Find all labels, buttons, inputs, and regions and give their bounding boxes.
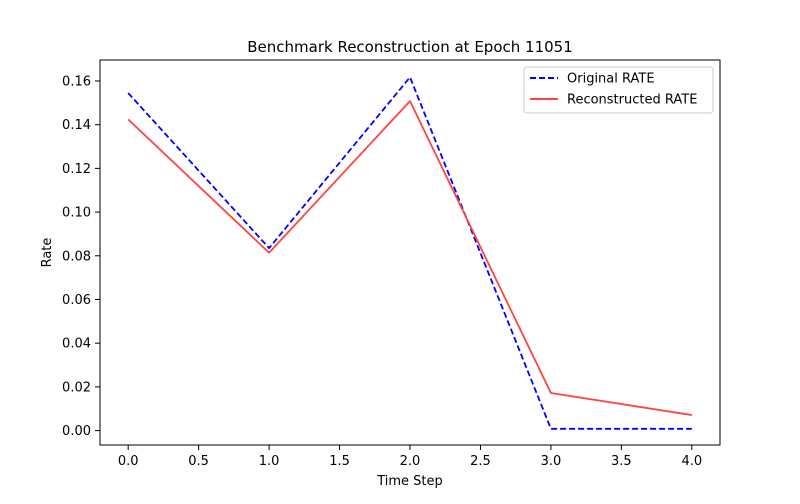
y-tick-label: 0.08 (62, 249, 91, 264)
x-tick-label: 0.5 (188, 454, 209, 469)
legend-label-original: Original RATE (567, 72, 655, 87)
x-tick-label: 0.0 (118, 454, 139, 469)
x-tick-label: 4.0 (681, 454, 702, 469)
x-tick-label: 2.0 (400, 454, 421, 469)
y-tick-label: 0.10 (62, 206, 91, 221)
x-tick-label: 1.5 (329, 454, 350, 469)
y-tick-label: 0.00 (62, 424, 91, 439)
legend: Original RATE Reconstructed RATE (524, 67, 713, 113)
x-tick-label: 3.0 (541, 454, 562, 469)
y-tick-label: 0.12 (62, 162, 91, 177)
y-tick-label: 0.14 (62, 118, 91, 133)
x-tick-label: 1.0 (259, 454, 280, 469)
x-axis-label: Time Step (376, 474, 443, 489)
y-axis-label: Rate (40, 238, 55, 268)
legend-label-reconstructed: Reconstructed RATE (567, 93, 697, 108)
x-tick-label: 3.5 (611, 454, 632, 469)
y-tick-label: 0.16 (62, 74, 91, 89)
y-tick-label: 0.06 (62, 293, 91, 308)
y-tick-label: 0.04 (62, 337, 91, 352)
chart-title: Benchmark Reconstruction at Epoch 11051 (247, 38, 573, 56)
x-tick-label: 2.5 (470, 454, 491, 469)
y-tick-label: 0.02 (62, 380, 91, 395)
